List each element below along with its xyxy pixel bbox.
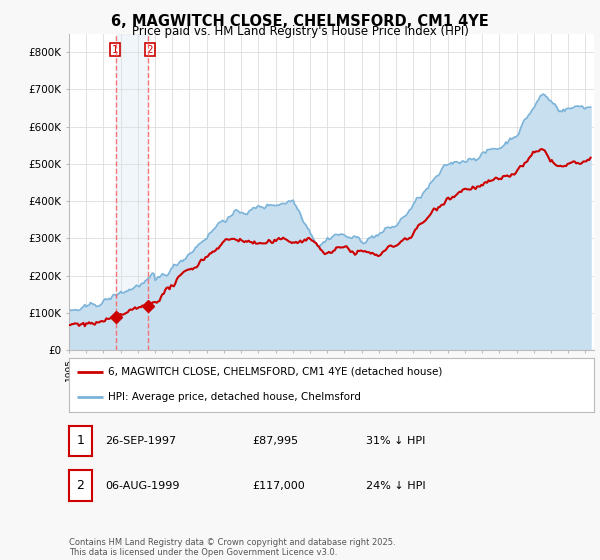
Text: 1: 1 bbox=[76, 435, 85, 447]
Text: 24% ↓ HPI: 24% ↓ HPI bbox=[366, 481, 425, 491]
Text: HPI: Average price, detached house, Chelmsford: HPI: Average price, detached house, Chel… bbox=[109, 391, 361, 402]
Text: 6, MAGWITCH CLOSE, CHELMSFORD, CM1 4YE: 6, MAGWITCH CLOSE, CHELMSFORD, CM1 4YE bbox=[111, 14, 489, 29]
Text: £87,995: £87,995 bbox=[252, 436, 298, 446]
Text: 1: 1 bbox=[112, 45, 119, 55]
Text: 06-AUG-1999: 06-AUG-1999 bbox=[105, 481, 179, 491]
Bar bbox=[116, 34, 148, 350]
Text: Contains HM Land Registry data © Crown copyright and database right 2025.
This d: Contains HM Land Registry data © Crown c… bbox=[69, 538, 395, 557]
Text: 31% ↓ HPI: 31% ↓ HPI bbox=[366, 436, 425, 446]
Text: 2: 2 bbox=[146, 45, 153, 55]
Text: Price paid vs. HM Land Registry's House Price Index (HPI): Price paid vs. HM Land Registry's House … bbox=[131, 25, 469, 38]
Text: 2: 2 bbox=[76, 479, 85, 492]
Text: £117,000: £117,000 bbox=[252, 481, 305, 491]
Text: 6, MAGWITCH CLOSE, CHELMSFORD, CM1 4YE (detached house): 6, MAGWITCH CLOSE, CHELMSFORD, CM1 4YE (… bbox=[109, 367, 443, 377]
Text: 26-SEP-1997: 26-SEP-1997 bbox=[105, 436, 176, 446]
